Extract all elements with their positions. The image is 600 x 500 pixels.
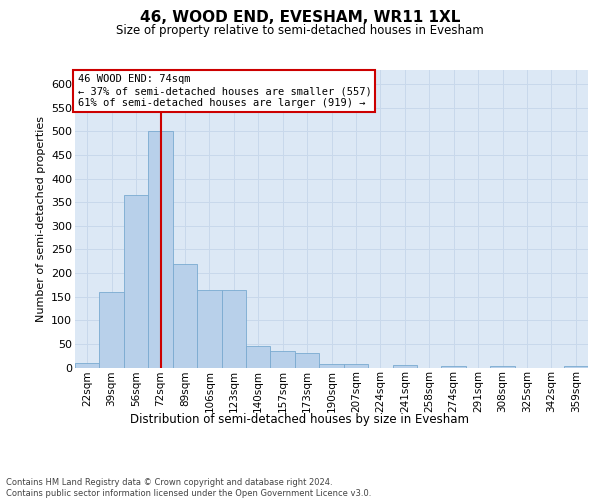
Text: 46, WOOD END, EVESHAM, WR11 1XL: 46, WOOD END, EVESHAM, WR11 1XL bbox=[140, 10, 460, 25]
Bar bbox=[295, 354, 319, 368]
Bar bbox=[124, 195, 148, 368]
Bar bbox=[392, 365, 417, 368]
Bar bbox=[75, 363, 100, 368]
Bar bbox=[148, 132, 173, 368]
Text: Distribution of semi-detached houses by size in Evesham: Distribution of semi-detached houses by … bbox=[131, 412, 470, 426]
Bar bbox=[173, 264, 197, 368]
Text: 46 WOOD END: 74sqm
← 37% of semi-detached houses are smaller (557)
61% of semi-d: 46 WOOD END: 74sqm ← 37% of semi-detache… bbox=[77, 74, 371, 108]
Bar bbox=[319, 364, 344, 368]
Bar bbox=[221, 290, 246, 368]
Bar bbox=[197, 290, 221, 368]
Bar bbox=[563, 366, 588, 368]
Bar bbox=[271, 351, 295, 368]
Text: Size of property relative to semi-detached houses in Evesham: Size of property relative to semi-detach… bbox=[116, 24, 484, 37]
Bar bbox=[442, 366, 466, 368]
Bar bbox=[100, 292, 124, 368]
Bar bbox=[344, 364, 368, 368]
Y-axis label: Number of semi-detached properties: Number of semi-detached properties bbox=[35, 116, 46, 322]
Text: Contains HM Land Registry data © Crown copyright and database right 2024.
Contai: Contains HM Land Registry data © Crown c… bbox=[6, 478, 371, 498]
Bar bbox=[246, 346, 271, 368]
Bar bbox=[490, 366, 515, 368]
